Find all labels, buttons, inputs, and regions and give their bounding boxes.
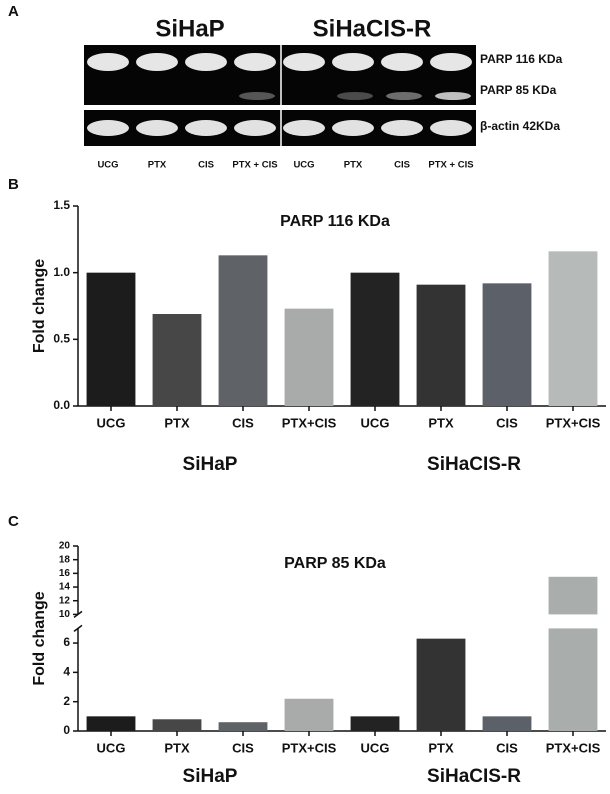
- panel-label: A: [8, 3, 19, 20]
- bar: [152, 719, 202, 731]
- y-tick-label: 0.0: [53, 398, 70, 412]
- bar: [548, 576, 598, 615]
- x-tick-label: PTX+CIS: [546, 740, 601, 755]
- group-label: SiHaCIS-R: [427, 454, 521, 475]
- blot-band: [234, 120, 276, 136]
- blot-band: [239, 92, 275, 100]
- blot-band: [386, 92, 422, 100]
- lane-label: CIS: [198, 160, 214, 171]
- y-tick-label: 20: [59, 541, 71, 552]
- group-label: SiHaP: [155, 15, 224, 42]
- chart-title: PARP 116 KDa: [280, 213, 390, 230]
- y-tick-label: 6: [63, 635, 70, 649]
- bar: [482, 283, 532, 406]
- y-tick-label: 1.0: [53, 265, 70, 279]
- blot-band: [381, 53, 423, 71]
- panel-label: C: [8, 513, 19, 530]
- blot-band: [381, 120, 423, 136]
- x-tick-label: PTX: [428, 740, 454, 755]
- blot-band: [337, 92, 373, 100]
- y-tick-label: 0: [63, 723, 70, 737]
- x-tick-label: CIS: [496, 740, 518, 755]
- blot-band: [435, 92, 471, 100]
- y-tick-label: 18: [59, 554, 71, 565]
- x-tick-label: CIS: [496, 415, 518, 430]
- band-label: PARP 116 KDa: [480, 52, 563, 66]
- bar: [86, 272, 136, 406]
- x-tick-label: PTX+CIS: [282, 740, 337, 755]
- blot-band: [136, 53, 178, 71]
- bar: [548, 628, 598, 731]
- x-tick-label: UCG: [361, 740, 390, 755]
- group-label: SiHaP: [183, 766, 238, 787]
- chart-title: PARP 85 KDa: [284, 555, 386, 572]
- lane-label: UCG: [97, 160, 118, 171]
- lane-label: PTX: [344, 160, 363, 171]
- y-tick-label: 4: [63, 665, 70, 679]
- bar: [284, 698, 334, 731]
- blot-band: [332, 53, 374, 71]
- band-label: β-actin 42KDa: [480, 119, 560, 133]
- x-tick-label: PTX+CIS: [282, 415, 337, 430]
- blot-band: [283, 53, 325, 71]
- y-tick-label: 0.5: [53, 332, 70, 346]
- blot-band: [234, 53, 276, 71]
- blot-band: [283, 120, 325, 136]
- blot-band: [87, 120, 129, 136]
- group-label: SiHaP: [183, 454, 238, 475]
- y-tick-label: 16: [59, 568, 71, 579]
- axis-break: [73, 624, 83, 633]
- y-tick-label: 14: [59, 582, 71, 593]
- y-axis-label: Fold change: [31, 591, 48, 685]
- bar: [548, 251, 598, 406]
- lane-label: PTX + CIS: [428, 160, 473, 171]
- y-axis-label: Fold change: [31, 259, 48, 353]
- bar: [218, 255, 268, 406]
- blot-band: [185, 120, 227, 136]
- blot-band: [87, 53, 129, 71]
- bar: [350, 716, 400, 731]
- band-label: PARP 85 KDa: [480, 83, 557, 97]
- blot-band: [185, 53, 227, 71]
- blot-band: [332, 120, 374, 136]
- bar: [416, 284, 466, 406]
- bar: [152, 314, 202, 406]
- blot-band: [430, 120, 472, 136]
- x-tick-label: CIS: [232, 415, 254, 430]
- x-tick-label: UCG: [97, 740, 126, 755]
- group-label: SiHaCIS-R: [427, 766, 521, 787]
- y-tick-label: 12: [59, 595, 71, 606]
- bar: [416, 638, 466, 731]
- x-tick-label: PTX: [164, 740, 190, 755]
- panel-label: B: [8, 176, 19, 193]
- x-tick-label: UCG: [97, 415, 126, 430]
- y-tick-label: 2: [63, 694, 70, 708]
- bar: [86, 716, 136, 731]
- blot-band: [136, 120, 178, 136]
- group-label: SiHaCIS-R: [313, 15, 432, 42]
- bar: [482, 716, 532, 731]
- y-tick-label: 10: [59, 609, 71, 620]
- blot-band: [430, 53, 472, 71]
- lane-label: PTX + CIS: [232, 160, 277, 171]
- y-tick-label: 1.5: [53, 198, 70, 212]
- x-tick-label: PTX: [428, 415, 454, 430]
- bar: [218, 722, 268, 731]
- x-tick-label: PTX: [164, 415, 190, 430]
- bar: [284, 308, 334, 406]
- x-tick-label: UCG: [361, 415, 390, 430]
- x-tick-label: PTX+CIS: [546, 415, 601, 430]
- x-tick-label: CIS: [232, 740, 254, 755]
- lane-label: PTX: [148, 160, 167, 171]
- bar: [350, 272, 400, 406]
- lane-label: CIS: [394, 160, 410, 171]
- lane-label: UCG: [293, 160, 314, 171]
